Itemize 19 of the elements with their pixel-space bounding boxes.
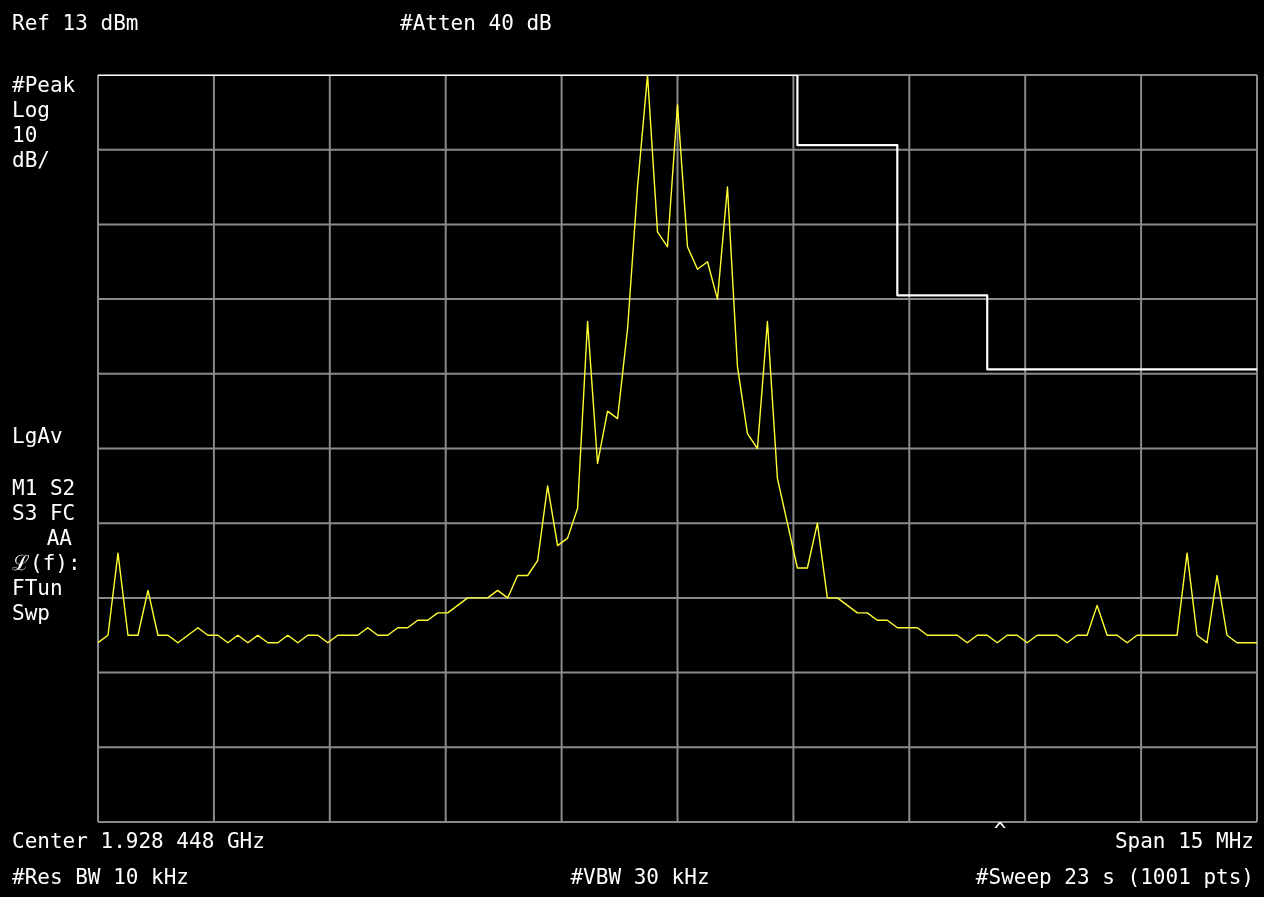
text: dB/ <box>12 148 50 172</box>
text: 10 <box>12 123 38 147</box>
text: #VBW 30 kHz <box>570 865 710 889</box>
text: AA <box>46 526 73 550</box>
text: Swp <box>12 601 50 625</box>
text: Ref 13 dBm <box>12 11 139 35</box>
text: #Res BW 10 kHz <box>12 865 190 889</box>
text: Center 1.928 448 GHz <box>12 829 265 853</box>
text: Log <box>12 98 50 122</box>
text: FTun <box>12 576 63 600</box>
annotation: ^ <box>993 819 1007 843</box>
text: LgAv <box>12 424 63 448</box>
text: #Atten 40 dB <box>400 11 552 35</box>
text: #Sweep 23 s (1001 pts) <box>975 865 1254 889</box>
text: ℒ(f): <box>12 551 81 575</box>
text: Span 15 MHz <box>1114 829 1254 853</box>
text: #Peak <box>12 73 76 97</box>
text: M1 S2 <box>12 476 76 500</box>
text: S3 FC <box>12 501 76 525</box>
